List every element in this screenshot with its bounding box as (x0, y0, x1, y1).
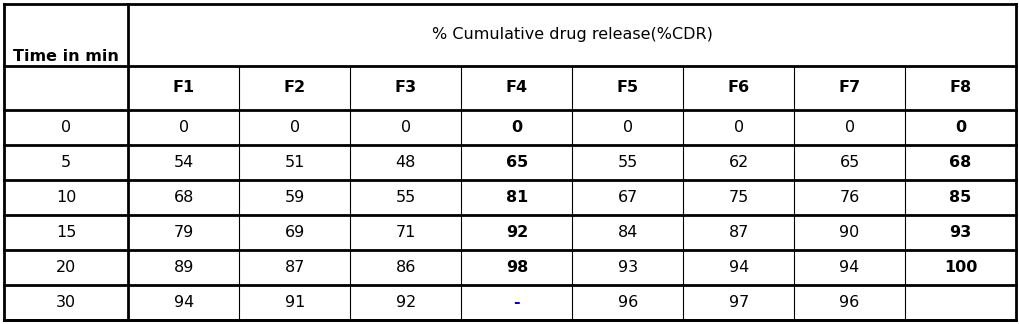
Text: 0: 0 (61, 120, 71, 135)
Text: 0: 0 (511, 120, 522, 135)
Text: 91: 91 (284, 295, 305, 310)
Text: 90: 90 (839, 225, 859, 240)
Text: 0: 0 (733, 120, 743, 135)
Text: F4: F4 (505, 80, 527, 95)
Text: 54: 54 (173, 155, 194, 170)
Text: 59: 59 (284, 190, 305, 205)
Text: 0: 0 (954, 120, 965, 135)
Text: F6: F6 (727, 80, 749, 95)
Text: 100: 100 (943, 260, 976, 275)
Text: % Cumulative drug release(%CDR): % Cumulative drug release(%CDR) (431, 27, 712, 42)
Text: 93: 93 (618, 260, 637, 275)
Text: 89: 89 (173, 260, 194, 275)
Text: 79: 79 (173, 225, 194, 240)
Text: 55: 55 (616, 155, 637, 170)
Text: 0: 0 (289, 120, 300, 135)
Text: 10: 10 (56, 190, 76, 205)
Text: 87: 87 (728, 225, 748, 240)
Text: 48: 48 (395, 155, 416, 170)
Text: 96: 96 (839, 295, 859, 310)
Text: 62: 62 (728, 155, 748, 170)
Text: 65: 65 (505, 155, 528, 170)
Text: 0: 0 (178, 120, 189, 135)
Text: 30: 30 (56, 295, 76, 310)
Text: F1: F1 (172, 80, 195, 95)
Text: 71: 71 (395, 225, 416, 240)
Text: 92: 92 (395, 295, 416, 310)
Text: 69: 69 (284, 225, 305, 240)
Text: 98: 98 (505, 260, 528, 275)
Text: 0: 0 (622, 120, 632, 135)
Text: 96: 96 (616, 295, 637, 310)
Text: 92: 92 (505, 225, 528, 240)
Text: 5: 5 (61, 155, 71, 170)
Text: 0: 0 (844, 120, 854, 135)
Text: F7: F7 (838, 80, 860, 95)
Text: 76: 76 (839, 190, 859, 205)
Text: 94: 94 (839, 260, 859, 275)
Text: 51: 51 (284, 155, 305, 170)
Text: 65: 65 (839, 155, 859, 170)
Text: 85: 85 (949, 190, 971, 205)
Text: F5: F5 (616, 80, 638, 95)
Text: 84: 84 (616, 225, 637, 240)
Text: Time in min: Time in min (13, 50, 119, 64)
Text: 81: 81 (505, 190, 528, 205)
Text: 87: 87 (284, 260, 305, 275)
Text: 0: 0 (400, 120, 411, 135)
Text: 86: 86 (395, 260, 416, 275)
Text: 55: 55 (395, 190, 416, 205)
Text: F3: F3 (394, 80, 417, 95)
Text: 94: 94 (728, 260, 748, 275)
Text: F2: F2 (283, 80, 306, 95)
Text: -: - (513, 295, 520, 310)
Text: 20: 20 (56, 260, 76, 275)
Text: 97: 97 (728, 295, 748, 310)
Text: 15: 15 (56, 225, 76, 240)
Text: 94: 94 (173, 295, 194, 310)
Text: 68: 68 (173, 190, 194, 205)
Text: F8: F8 (949, 80, 971, 95)
Text: 68: 68 (949, 155, 971, 170)
Text: 93: 93 (949, 225, 971, 240)
Text: 67: 67 (616, 190, 637, 205)
Text: 75: 75 (728, 190, 748, 205)
